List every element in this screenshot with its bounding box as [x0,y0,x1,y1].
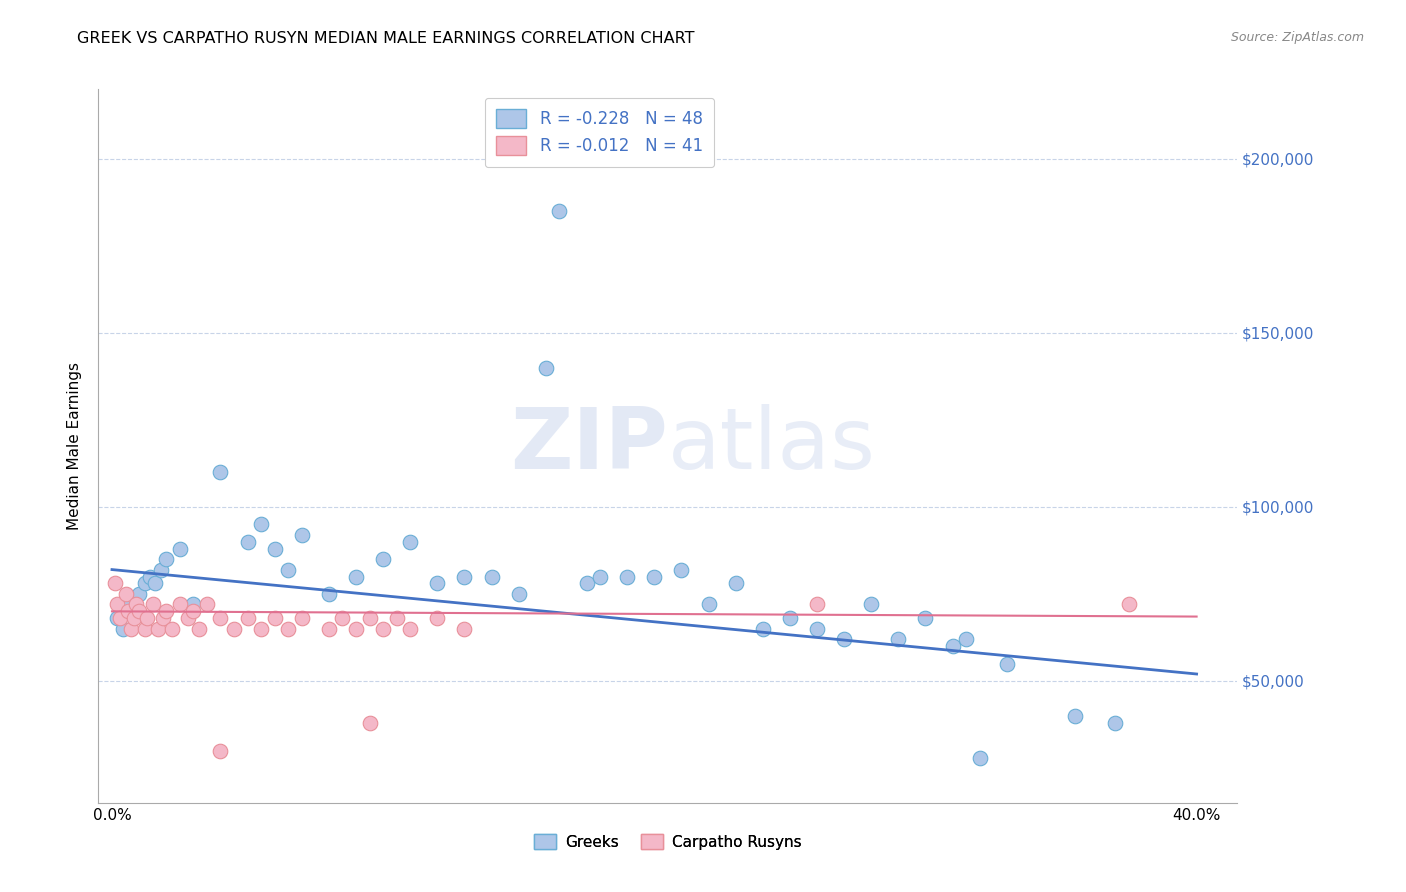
Point [359,715,381,730]
Point [155,604,177,618]
Point [277,563,299,577]
Point [128,587,150,601]
Point [426,611,449,625]
Point [117,604,139,618]
Point [222,622,245,636]
Point [385,611,408,625]
Point [508,587,530,601]
Y-axis label: Median Male Earnings: Median Male Earnings [67,362,83,530]
Point [111,622,134,636]
Point [155,552,177,566]
Point [209,611,232,625]
Legend: Greeks, Carpatho Rusyns: Greeks, Carpatho Rusyns [529,828,807,855]
Point [291,528,314,542]
Point [128,604,150,618]
Point [371,552,394,566]
Point [887,632,910,647]
Point [250,517,273,532]
Point [969,750,991,764]
Point [183,604,205,618]
Point [453,622,475,636]
Point [806,622,828,636]
Point [149,563,172,577]
Point [942,639,965,653]
Point [860,598,883,612]
Point [263,541,285,556]
Point [697,598,720,612]
Point [122,604,145,618]
Point [995,657,1018,671]
Point [344,569,367,583]
Point [1063,708,1085,723]
Point [236,534,259,549]
Point [616,569,638,583]
Point [107,598,129,612]
Point [371,622,394,636]
Point [107,611,129,625]
Point [914,611,936,625]
Point [832,632,855,647]
Point [724,576,747,591]
Point [1104,715,1126,730]
Point [671,563,693,577]
Point [752,622,775,636]
Point [955,632,977,647]
Point [136,611,159,625]
Text: GREEK VS CARPATHO RUSYN MEDIAN MALE EARNINGS CORRELATION CHART: GREEK VS CARPATHO RUSYN MEDIAN MALE EARN… [77,31,695,46]
Point [779,611,801,625]
Point [1118,598,1140,612]
Point [160,622,183,636]
Point [426,576,449,591]
Point [145,576,167,591]
Point [806,598,828,612]
Point [575,576,598,591]
Text: atlas: atlas [668,404,876,488]
Point [169,541,191,556]
Point [122,611,145,625]
Point [134,622,156,636]
Point [344,622,367,636]
Point [318,622,340,636]
Point [114,587,136,601]
Point [318,587,340,601]
Point [142,598,165,612]
Point [548,204,571,219]
Point [399,534,422,549]
Point [643,569,665,583]
Point [183,598,205,612]
Point [134,576,156,591]
Point [104,576,127,591]
Point [120,622,142,636]
Point [117,598,139,612]
Point [332,611,354,625]
Point [146,622,169,636]
Point [250,622,273,636]
Point [195,598,218,612]
Point [236,611,259,625]
Point [187,622,209,636]
Point [399,622,422,636]
Point [263,611,285,625]
Point [125,598,148,612]
Point [209,465,232,479]
Point [139,569,162,583]
Point [589,569,612,583]
Text: Source: ZipAtlas.com: Source: ZipAtlas.com [1230,31,1364,45]
Point [169,598,191,612]
Point [209,743,232,757]
Point [108,611,131,625]
Point [359,611,381,625]
Point [453,569,475,583]
Text: ZIP: ZIP [510,404,668,488]
Point [481,569,503,583]
Point [177,611,200,625]
Point [534,360,557,375]
Point [291,611,314,625]
Point [277,622,299,636]
Point [152,611,174,625]
